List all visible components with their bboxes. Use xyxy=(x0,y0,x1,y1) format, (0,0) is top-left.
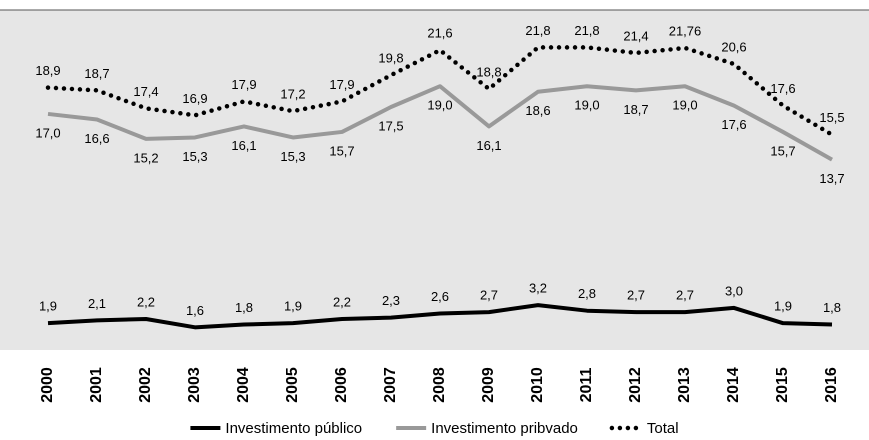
data-label: 17,5 xyxy=(378,118,403,133)
x-tick-label: 2007 xyxy=(382,367,399,403)
data-label: 17,6 xyxy=(721,117,746,132)
x-tick-label: 2006 xyxy=(333,367,350,403)
series-line xyxy=(45,45,835,137)
x-tick-label: 2009 xyxy=(480,367,497,403)
data-label: 15,3 xyxy=(280,149,305,164)
data-label: 18,8 xyxy=(476,64,501,79)
data-label: 1,9 xyxy=(774,299,792,314)
data-label: 2,7 xyxy=(627,288,645,303)
data-label: 17,0 xyxy=(35,125,60,140)
data-label: 18,6 xyxy=(525,103,550,118)
x-tick-label: 2000 xyxy=(39,367,56,403)
data-label: 2,7 xyxy=(480,288,498,303)
data-label: 17,9 xyxy=(329,77,354,92)
data-label: 16,1 xyxy=(231,138,256,153)
data-label: 18,7 xyxy=(623,102,648,117)
legend-label: Investimento pribvado xyxy=(431,420,578,437)
data-label: 2,8 xyxy=(578,286,596,301)
x-tick-label: 2005 xyxy=(284,367,301,403)
data-label: 15,5 xyxy=(819,110,844,125)
x-tick-label: 2013 xyxy=(676,367,693,403)
data-label: 15,3 xyxy=(182,149,207,164)
data-label: 19,0 xyxy=(672,98,697,113)
data-label: 15,7 xyxy=(329,143,354,158)
data-label: 16,6 xyxy=(84,131,109,146)
x-tick-label: 2011 xyxy=(578,368,595,403)
data-label: 1,9 xyxy=(39,299,57,314)
data-label: 17,9 xyxy=(231,77,256,92)
data-label: 2,2 xyxy=(137,294,155,309)
data-label: 21,4 xyxy=(623,28,648,43)
data-label: 2,7 xyxy=(676,288,694,303)
legend-label: Investimento público xyxy=(225,420,362,437)
data-label: 1,8 xyxy=(235,300,253,315)
series-line xyxy=(47,303,833,330)
data-label: 21,76 xyxy=(669,23,702,38)
data-label: 15,7 xyxy=(770,143,795,158)
data-label: 16,9 xyxy=(182,91,207,106)
plot-background xyxy=(0,10,869,350)
data-label: 19,0 xyxy=(427,98,452,113)
x-tick-label: 2003 xyxy=(186,367,203,403)
legend: Investimento público Investimento pribvad… xyxy=(190,420,679,437)
data-label: 17,4 xyxy=(133,84,158,99)
data-label: 1,9 xyxy=(284,299,302,314)
series-line xyxy=(47,84,833,162)
x-tick-label: 2014 xyxy=(725,367,742,403)
x-tick-label: 2004 xyxy=(235,367,252,403)
x-tick-label: 2002 xyxy=(137,367,154,403)
data-label: 16,1 xyxy=(476,138,501,153)
x-tick-label: 2008 xyxy=(431,367,448,403)
data-label: 1,6 xyxy=(186,303,204,318)
x-tick-label: 2015 xyxy=(774,367,791,403)
data-label: 17,2 xyxy=(280,87,305,102)
data-label: 21,6 xyxy=(427,26,452,41)
data-label: 1,8 xyxy=(823,300,841,315)
x-tick-label: 2001 xyxy=(88,367,105,403)
x-tick-label: 2012 xyxy=(627,367,644,403)
data-label: 3,2 xyxy=(529,281,547,296)
data-label: 18,7 xyxy=(84,66,109,81)
data-label: 3,0 xyxy=(725,283,743,298)
data-label: 18,9 xyxy=(35,63,60,78)
data-label: 20,6 xyxy=(721,39,746,54)
x-tick-label: 2016 xyxy=(823,367,840,403)
data-label: 19,8 xyxy=(378,51,403,66)
data-label: 19,0 xyxy=(574,98,599,113)
legend-label: Total xyxy=(647,420,679,437)
data-label: 2,2 xyxy=(333,294,351,309)
data-label: 21,8 xyxy=(574,23,599,38)
data-label: 2,6 xyxy=(431,289,449,304)
data-label: 13,7 xyxy=(819,171,844,186)
data-label: 21,8 xyxy=(525,23,550,38)
data-label: 2,1 xyxy=(88,296,106,311)
x-tick-label: 2010 xyxy=(529,367,546,403)
data-label: 17,6 xyxy=(770,81,795,96)
data-label: 2,3 xyxy=(382,293,400,308)
data-label: 15,2 xyxy=(133,150,158,165)
